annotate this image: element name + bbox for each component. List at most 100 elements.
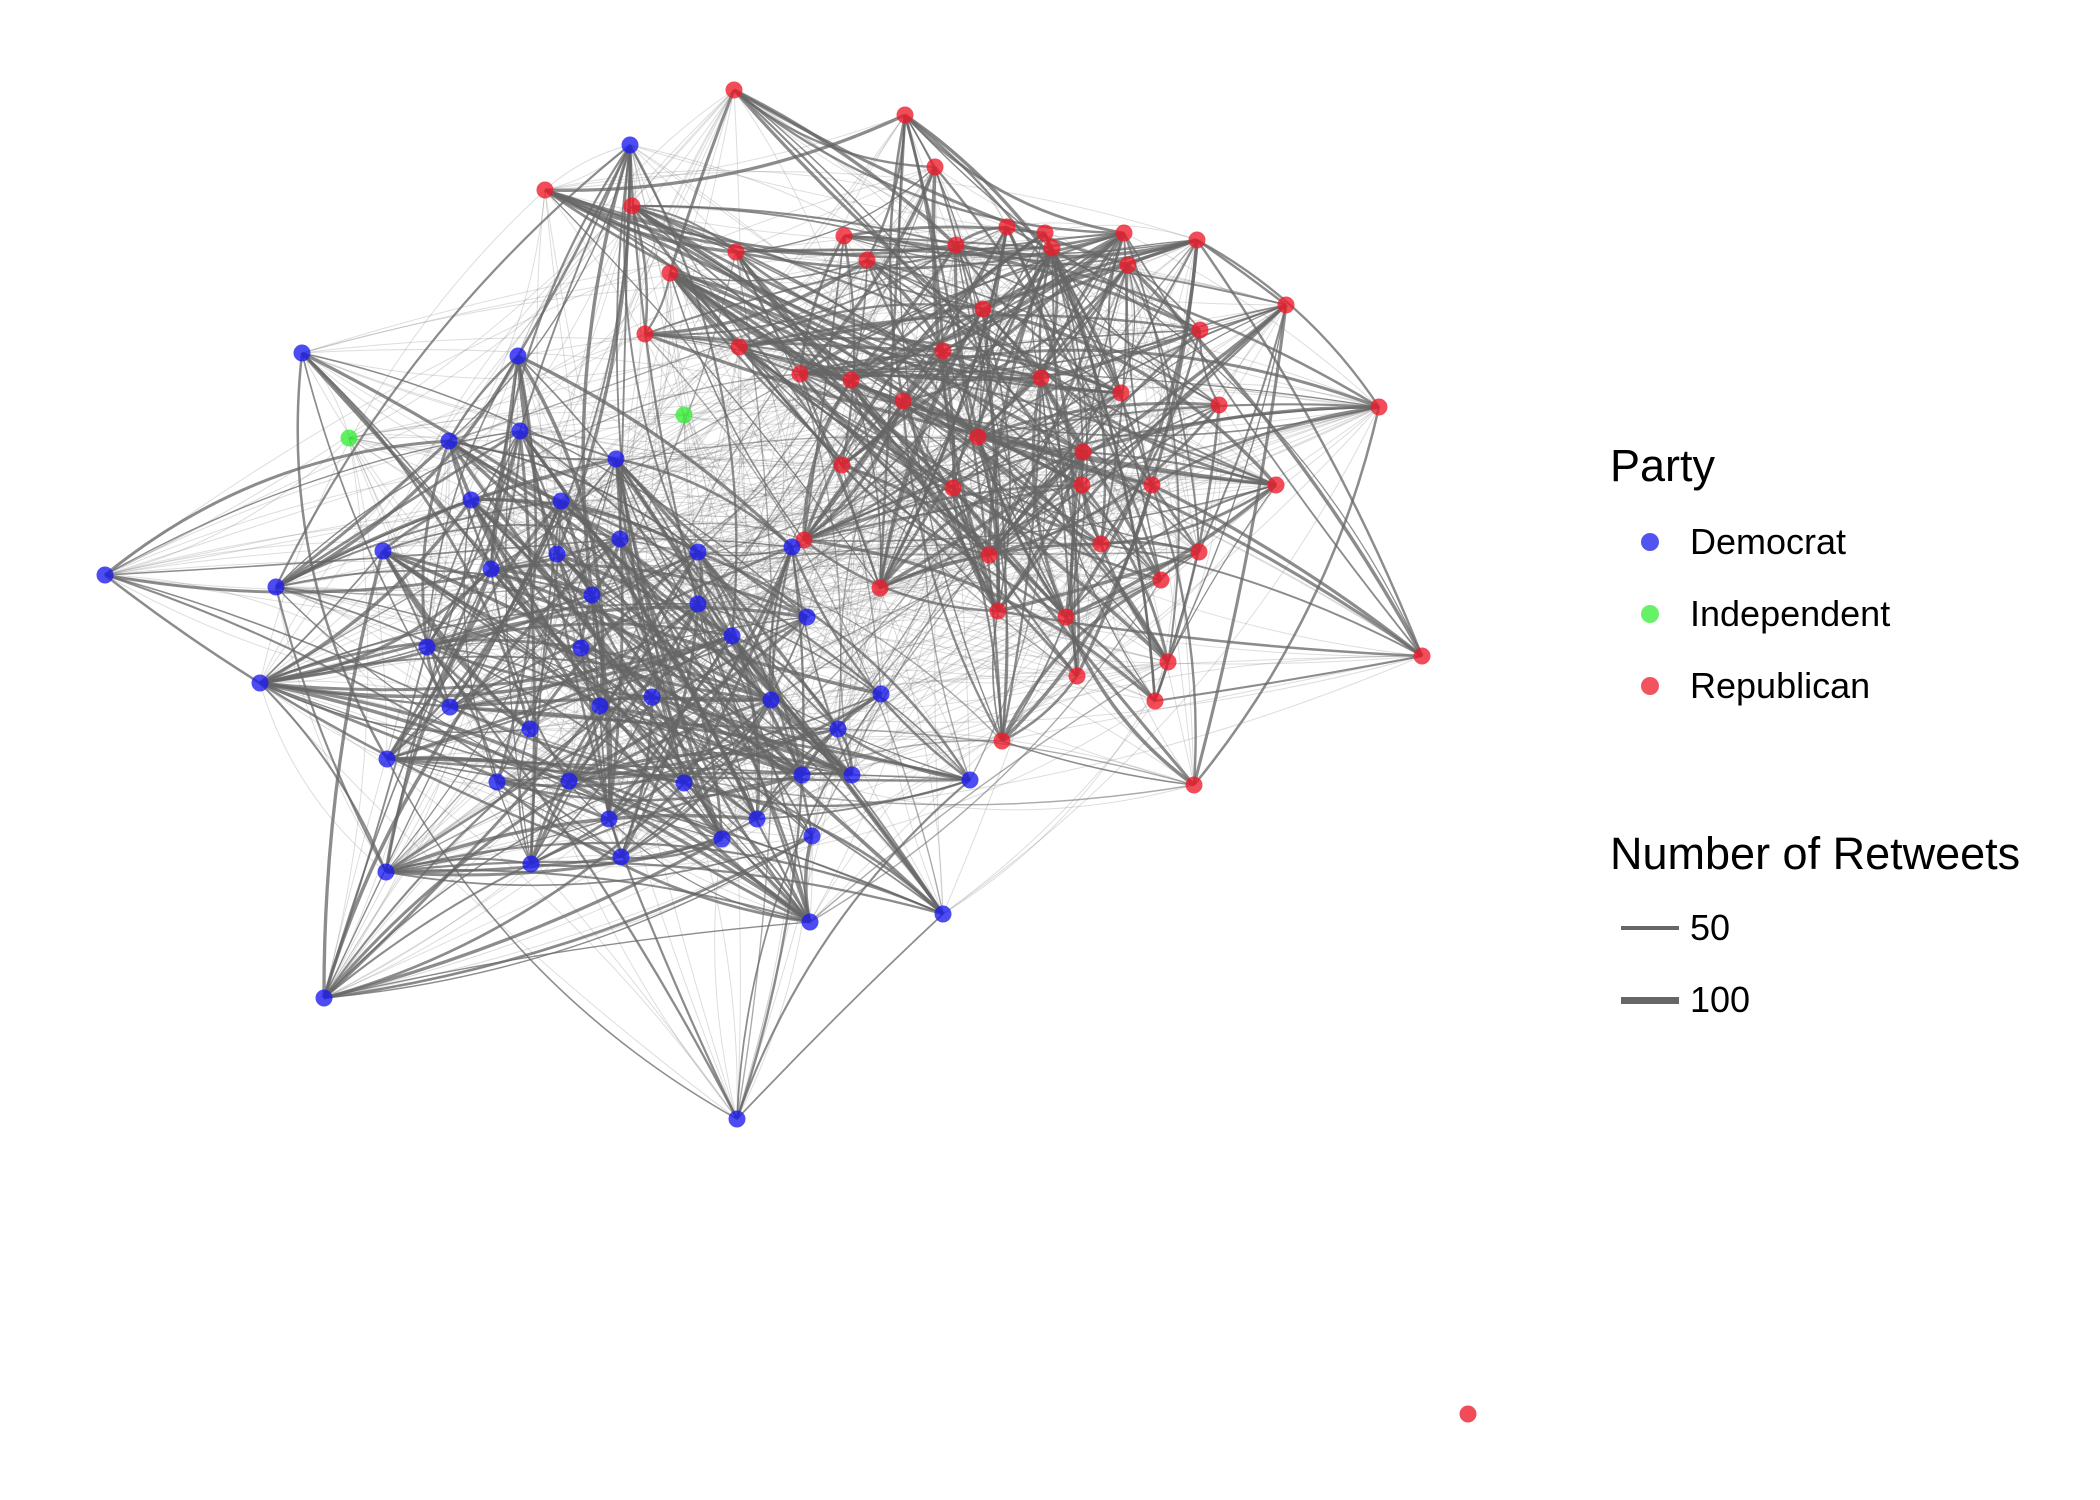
retweet-edge <box>1120 264 1136 394</box>
retweet-edge <box>803 538 1157 703</box>
retweet-edge <box>1039 377 1080 677</box>
republican-dot-icon <box>1641 677 1659 695</box>
retweet-edge <box>620 232 1125 858</box>
retweet-edge <box>296 352 389 760</box>
retweet-edge <box>323 835 813 999</box>
retweet-edge <box>734 251 990 556</box>
retweet-edge <box>790 546 971 782</box>
retweet-edge <box>902 399 1423 658</box>
retweet-edge <box>1001 675 1079 743</box>
independent-node <box>675 406 693 424</box>
retweet-edge <box>1064 239 1199 618</box>
retweet-edge <box>991 610 1003 742</box>
republican-node <box>1074 443 1092 461</box>
retweet-edge <box>644 333 971 781</box>
retweet-edge <box>615 458 881 589</box>
democrat-dot-icon <box>1641 533 1659 551</box>
retweet-edge <box>490 567 882 696</box>
retweet-edge <box>556 484 1277 555</box>
democrat-node <box>675 774 693 792</box>
retweet-edge <box>697 166 936 553</box>
retweet-edge <box>901 400 1000 612</box>
retweet-edge <box>519 144 631 432</box>
republican-node <box>993 732 1011 750</box>
retweet-edge <box>904 113 1123 394</box>
retweet-edge <box>259 542 1102 684</box>
retweet-edge <box>803 400 904 541</box>
retweet-edge <box>449 232 1125 708</box>
retweet-edge <box>620 579 1162 858</box>
retweet-edge <box>1150 484 1197 786</box>
retweet-edge <box>738 303 984 349</box>
retweet-edge <box>275 392 1122 588</box>
retweet-edge <box>1065 615 1157 702</box>
republican-node <box>842 371 860 389</box>
retweet-edge <box>988 404 1221 557</box>
democrat-node <box>462 491 480 509</box>
retweet-edge <box>426 622 733 649</box>
democrat-node <box>621 136 639 154</box>
retweet-edge <box>259 272 671 684</box>
retweet-edge <box>301 352 492 570</box>
legend-label-republican: Republican <box>1690 665 1871 706</box>
retweet-edge <box>1000 578 1162 742</box>
republican-node <box>1370 398 1388 416</box>
retweet-edge <box>630 205 649 335</box>
legend-item-independent: Independent <box>1610 578 1890 650</box>
retweet-edge <box>323 921 811 999</box>
retweet-edge <box>385 430 522 760</box>
legend-label-50: 50 <box>1690 907 1731 948</box>
retweet-edge <box>997 609 1423 658</box>
retweet-edge <box>275 586 387 873</box>
retweet-edge <box>683 406 1380 784</box>
retweet-edge <box>996 451 1085 613</box>
retweet-edge <box>323 818 610 999</box>
retweet-edge <box>803 392 1122 541</box>
retweet-edge <box>385 615 808 874</box>
retweet-edge <box>798 166 937 376</box>
retweet-edge <box>644 244 957 336</box>
retweet-edge <box>735 166 936 253</box>
retweet-edge <box>987 232 1126 556</box>
retweet-edge <box>791 406 1380 548</box>
democrat-node <box>572 639 590 657</box>
republican-node <box>1185 776 1203 794</box>
retweet-edge <box>803 483 1083 542</box>
retweet-edge <box>530 696 653 865</box>
retweet-edge <box>1100 483 1277 546</box>
retweet-edge <box>496 693 882 783</box>
retweet-edge <box>385 855 622 874</box>
democrat-node <box>689 595 707 613</box>
retweets-legend-title: Number of Retweets <box>1610 828 2021 879</box>
retweet-edge <box>386 758 738 1120</box>
democrat-node <box>374 542 392 560</box>
retweet-edge <box>802 226 1009 541</box>
republican-node <box>1115 224 1133 242</box>
retweet-edge <box>259 682 388 760</box>
retweet-edge <box>791 377 1042 548</box>
retweet-edge <box>556 553 971 781</box>
retweet-edge <box>259 681 610 821</box>
retweet-edge <box>683 781 944 916</box>
retweet-edge <box>104 537 621 594</box>
retweet-edge <box>1080 484 1170 663</box>
retweet-edge <box>902 400 1169 663</box>
retweet-edge <box>559 500 613 820</box>
retweet-edge <box>619 538 1003 742</box>
retweet-edge <box>1154 654 1423 703</box>
retweet-edge <box>735 166 936 253</box>
retweet-edge <box>619 144 631 540</box>
retweet-edge <box>644 333 944 915</box>
retweet-edge <box>426 89 735 648</box>
retweet-edge <box>275 586 451 708</box>
independent-node <box>340 429 358 447</box>
retweet-edge <box>1127 264 1195 786</box>
republican-node <box>1190 543 1208 561</box>
retweet-edge <box>631 205 1287 306</box>
retweet-edge <box>1082 405 1380 454</box>
edge-width-100-icon <box>1621 996 1679 1004</box>
retweet-edge <box>733 89 1083 486</box>
retweet-edge <box>385 818 610 873</box>
retweet-edge <box>301 351 699 606</box>
democrat-node <box>441 698 459 716</box>
